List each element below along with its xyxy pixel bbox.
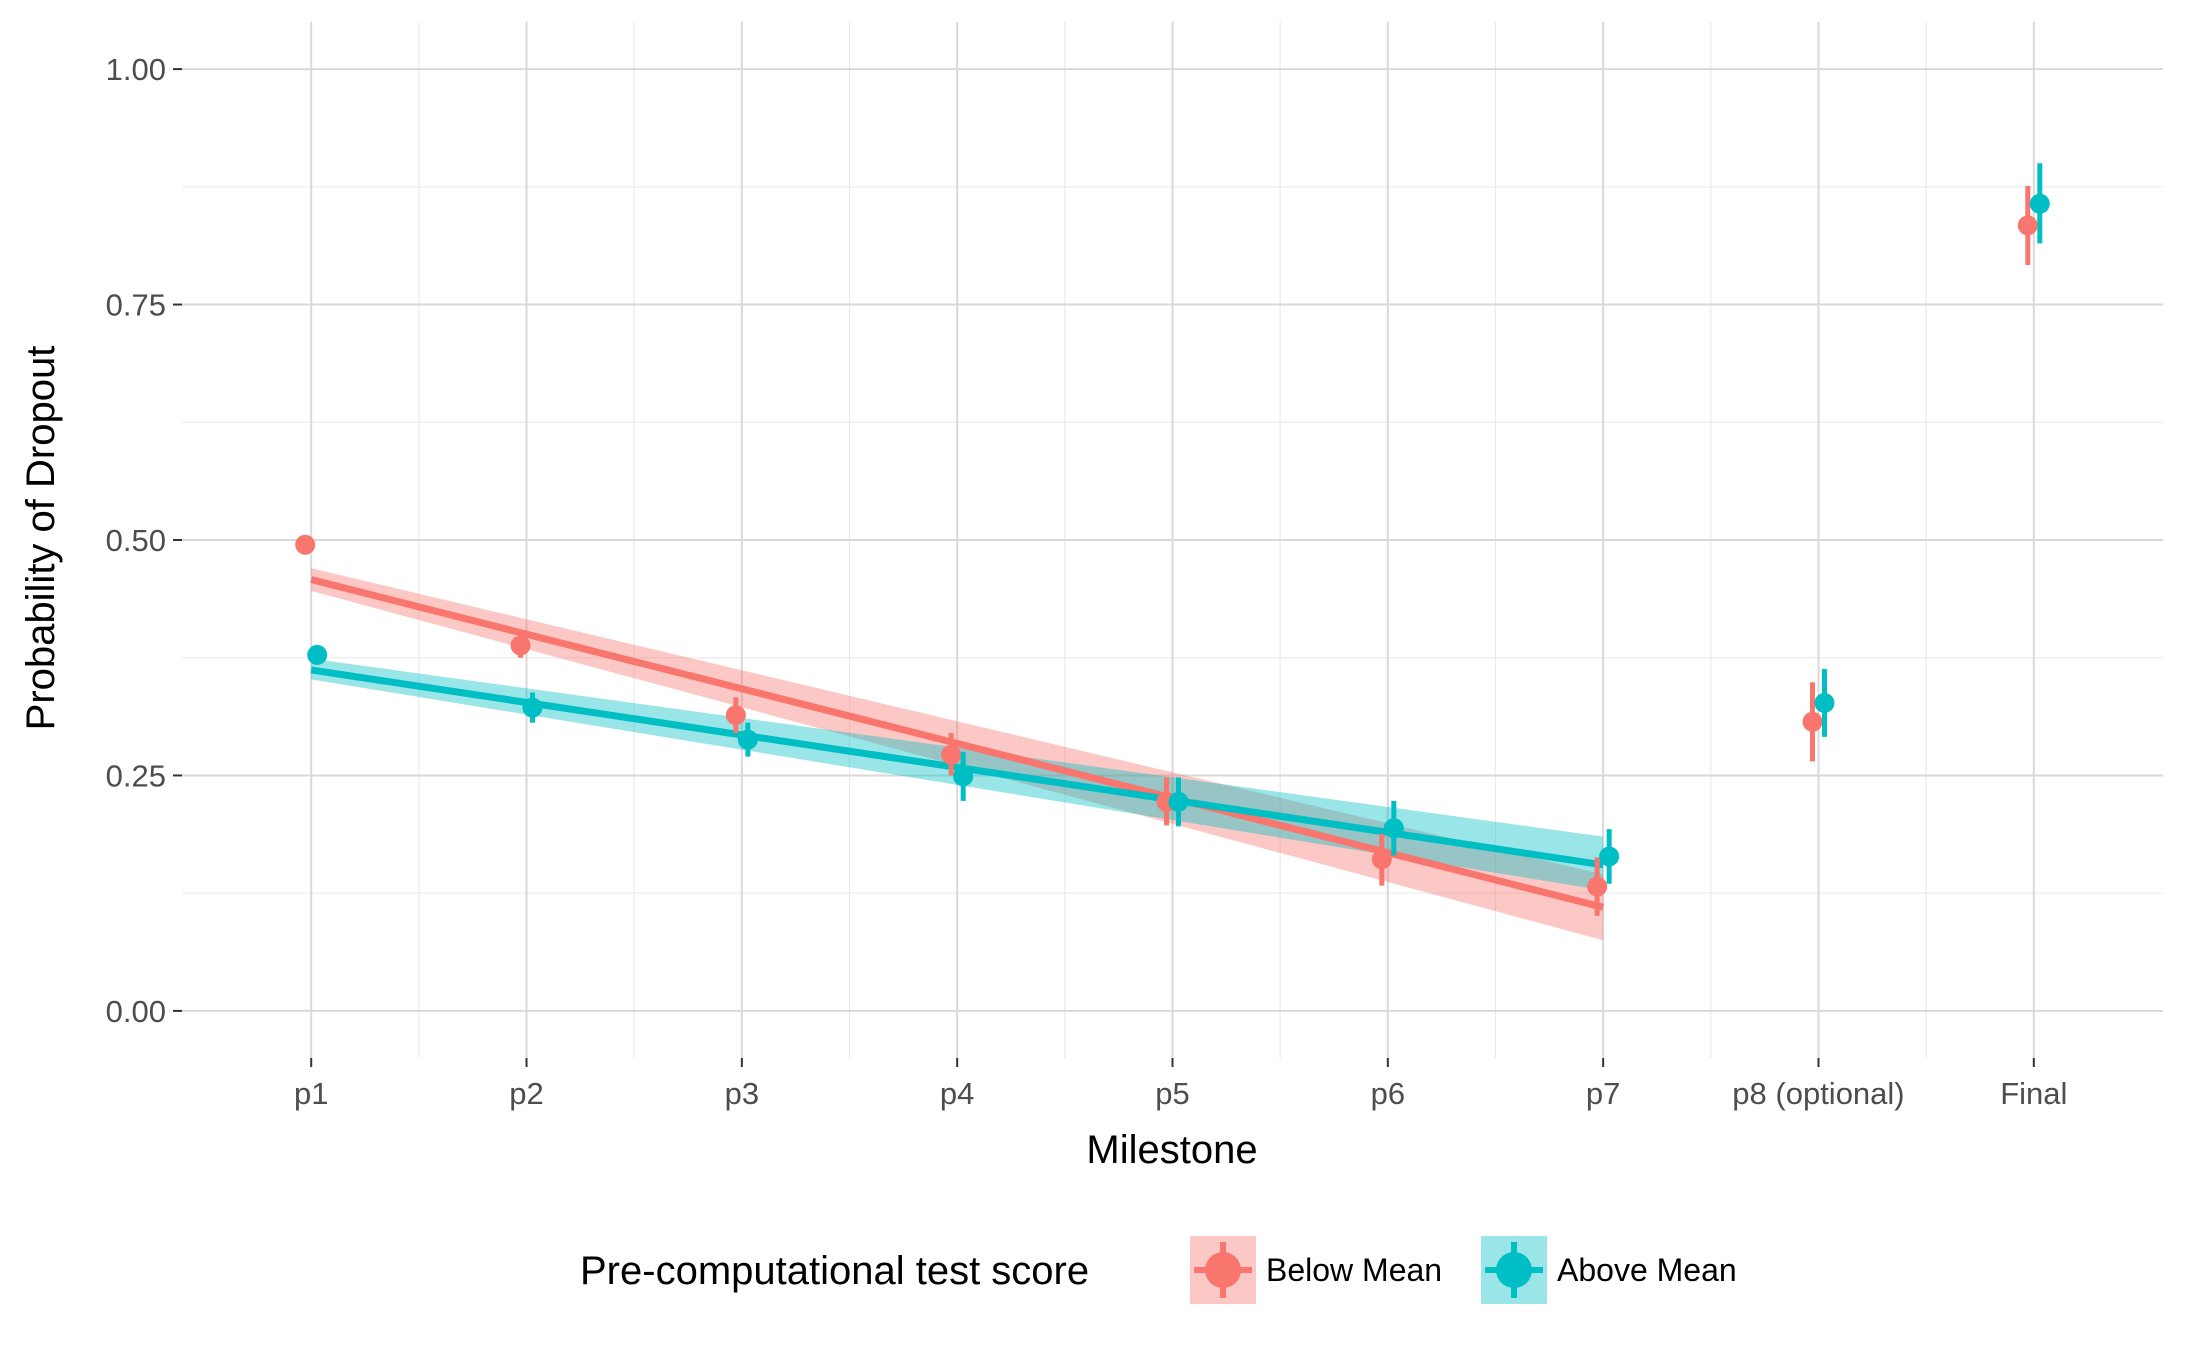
legend-key xyxy=(1481,1236,1547,1304)
data-point xyxy=(953,766,974,787)
x-axis-ticks: p1 p2 p3 p4 p5 p6 p7 p8 (optional) Final xyxy=(294,1058,2067,1111)
x-tick-label: p1 xyxy=(294,1076,328,1111)
data-point xyxy=(1371,849,1392,870)
data-point xyxy=(1168,791,1189,812)
x-axis-title: Milestone xyxy=(1086,1128,1257,1172)
data-point xyxy=(1383,818,1404,839)
legend-keys: Below Mean Above Mean xyxy=(1190,1236,1737,1304)
data-point xyxy=(1814,692,1835,713)
data-point xyxy=(522,697,543,718)
y-tick-label: 1.00 xyxy=(106,52,166,87)
legend-key xyxy=(1190,1236,1256,1304)
x-tick-label: p7 xyxy=(1586,1076,1620,1111)
y-tick-label: 0.75 xyxy=(106,288,166,323)
y-tick-label: 0.25 xyxy=(106,758,166,793)
data-point xyxy=(2017,215,2038,236)
x-tick-label: p4 xyxy=(940,1076,974,1111)
data-point xyxy=(1599,846,1620,867)
data-point xyxy=(725,705,746,726)
data-point xyxy=(307,644,328,665)
legend-label: Above Mean xyxy=(1557,1252,1737,1288)
plot-panel xyxy=(182,22,2163,1058)
x-tick-label: p8 (optional) xyxy=(1732,1076,1904,1111)
data-point xyxy=(295,534,316,555)
x-tick-label: p6 xyxy=(1371,1076,1405,1111)
legend: Pre-computational test score Below Mean A… xyxy=(580,1236,1737,1304)
data-point xyxy=(737,729,758,750)
data-point xyxy=(510,635,531,656)
data-point xyxy=(2029,193,2050,214)
x-tick-label: Final xyxy=(2000,1076,2067,1111)
y-axis-title: Probability of Dropout xyxy=(19,346,63,731)
legend-key-point xyxy=(1205,1252,1241,1288)
y-tick-label: 0.50 xyxy=(106,523,166,558)
x-tick-label: p2 xyxy=(509,1076,543,1111)
data-points xyxy=(295,163,2050,916)
legend-key-point xyxy=(1496,1252,1532,1288)
data-point xyxy=(1802,711,1823,732)
legend-title: Pre-computational test score xyxy=(580,1249,1089,1293)
legend-label: Below Mean xyxy=(1266,1252,1442,1288)
data-point xyxy=(1587,876,1608,897)
y-tick-label: 0.00 xyxy=(106,994,166,1029)
x-tick-label: p5 xyxy=(1155,1076,1189,1111)
data-point xyxy=(941,744,962,765)
x-tick-label: p3 xyxy=(725,1076,759,1111)
y-axis-ticks: 0.00 0.25 0.50 0.75 1.00 xyxy=(106,52,182,1029)
